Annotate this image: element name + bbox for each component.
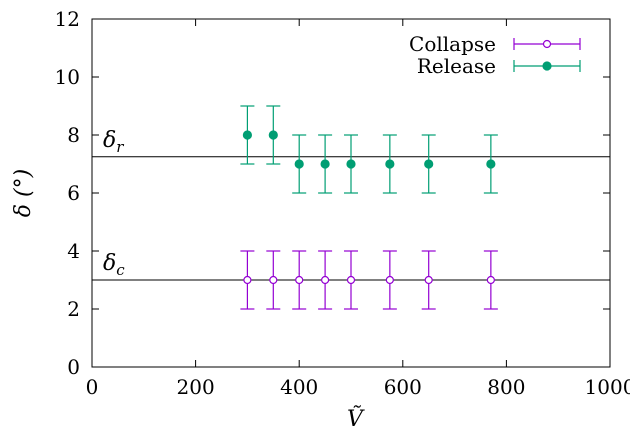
x-tick-label: 600 [384, 375, 422, 399]
y-tick-label: 10 [55, 65, 80, 89]
reference-line-subscript: c [116, 261, 125, 279]
data-point [346, 159, 356, 169]
reference-line-label: δc [103, 251, 125, 279]
data-point [424, 159, 434, 169]
x-tick-label: 400 [280, 375, 318, 399]
legend-label: Release [417, 54, 496, 78]
data-point [424, 275, 433, 285]
y-axis-title: δ (°) [11, 169, 36, 217]
data-point [486, 275, 495, 285]
data-point [320, 159, 330, 169]
legend-marker [542, 39, 552, 49]
data-point [294, 159, 304, 169]
x-tick-label: 0 [86, 375, 99, 399]
x-tick-label: 800 [487, 375, 525, 399]
x-tick-label: 1000 [585, 375, 630, 399]
x-axis-title: Ṽ [347, 404, 365, 432]
y-tick-label: 2 [67, 297, 80, 321]
x-tick-label: 200 [177, 375, 215, 399]
reference-line-symbol: δ [103, 128, 116, 153]
legend-label: Collapse [409, 32, 496, 56]
data-point [268, 130, 278, 140]
data-point [295, 275, 304, 285]
reference-line-symbol: δ [103, 251, 116, 276]
data-point [321, 275, 330, 285]
y-tick-label: 8 [67, 123, 80, 147]
legend-marker [542, 61, 552, 71]
data-point [385, 275, 394, 285]
data-point [486, 159, 496, 169]
data-point [269, 275, 278, 285]
y-tick-label: 0 [67, 355, 80, 379]
y-tick-label: 4 [67, 239, 80, 263]
reference-line-subscript: r [116, 138, 124, 156]
data-point [385, 159, 395, 169]
data-point [346, 275, 356, 285]
data-point [242, 130, 252, 140]
y-tick-label: 12 [55, 7, 80, 31]
y-tick-label: 6 [67, 181, 80, 205]
data-point [243, 275, 252, 285]
reference-line-label: δr [103, 128, 124, 156]
